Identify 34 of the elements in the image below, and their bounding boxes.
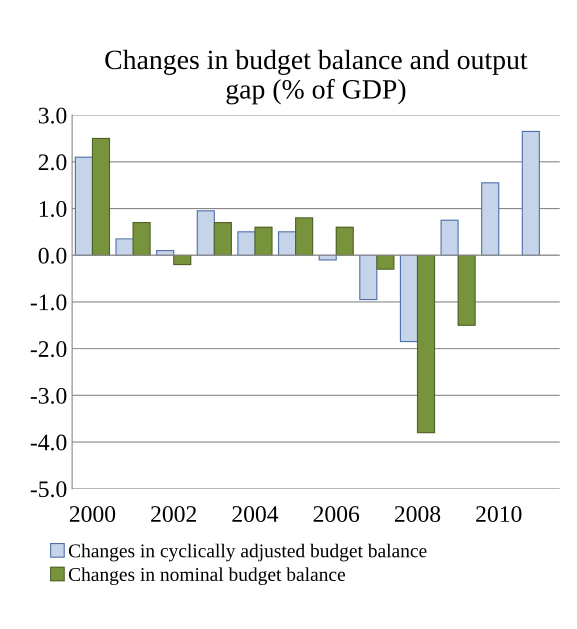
bar	[481, 182, 500, 256]
bar	[440, 220, 459, 256]
x-tick-label: 2010	[476, 506, 522, 522]
y-tick-label: 3.0	[38, 108, 66, 124]
legend-label: Changes in nominal budget balance	[68, 567, 345, 586]
y-tick-label: 2.0	[38, 154, 66, 170]
x-tick-label: 2000	[70, 506, 116, 522]
bar	[295, 217, 314, 256]
y-tick-label: 1.0	[40, 201, 66, 218]
y-tick-label: -1.0	[30, 294, 66, 310]
bar	[336, 226, 354, 256]
chart-title: Changes in budget balance and output gap (% of GDP)	[105, 50, 528, 104]
bar	[376, 254, 394, 270]
y-tick-label: 0.0	[38, 248, 66, 264]
bar	[254, 226, 273, 256]
bar	[214, 222, 232, 256]
y-tick-label: -3.0	[30, 388, 66, 404]
bar	[74, 156, 93, 256]
bar	[400, 254, 418, 342]
bar	[416, 254, 436, 434]
bar	[196, 210, 215, 256]
bar	[92, 138, 110, 256]
legend-label: Changes in cyclically adjusted budget balance	[68, 544, 427, 562]
y-tick-label: -4.0	[30, 434, 66, 451]
bar	[522, 130, 540, 256]
bar	[132, 222, 151, 256]
x-tick-label: 2006	[314, 506, 360, 522]
x-tick-label: 2008	[394, 506, 440, 522]
x-tick-label: 2002	[151, 506, 196, 522]
bar	[359, 254, 378, 300]
x-tick-label: 2004	[232, 506, 278, 522]
y-tick-label: -2.0	[30, 341, 66, 358]
bar	[458, 254, 476, 326]
y-tick-label: -5.0	[30, 481, 66, 498]
